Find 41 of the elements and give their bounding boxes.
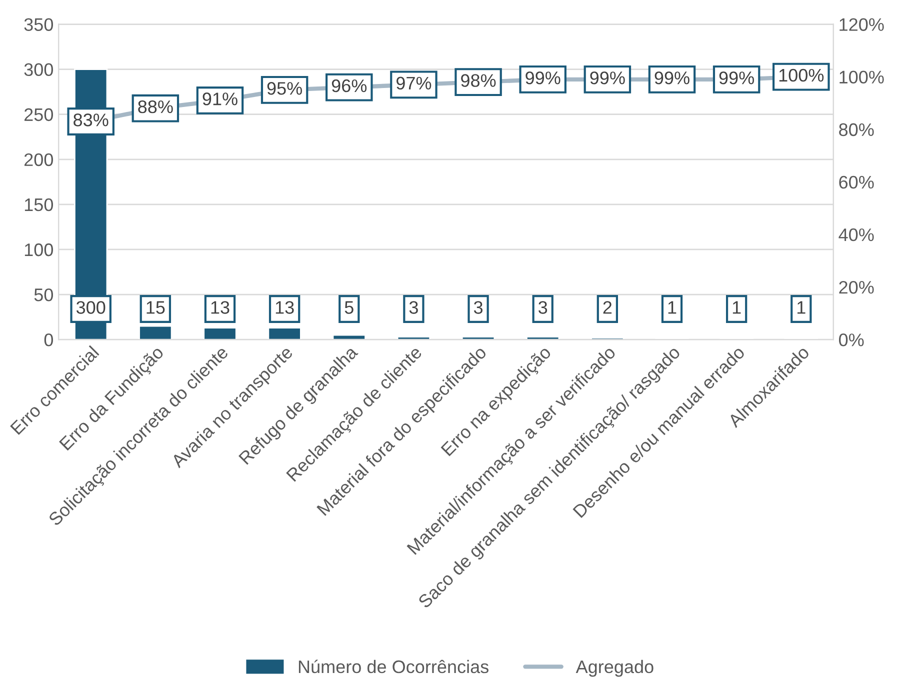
data-label: 15: [146, 301, 165, 314]
data-label: 97%: [396, 76, 432, 90]
data-label: 99%: [590, 71, 625, 84]
data-label: 91%: [202, 92, 238, 106]
data-label: 83%: [74, 114, 108, 126]
data-label: 88%: [138, 100, 173, 114]
y-tick-label: 250: [24, 108, 53, 122]
y2-tick-label: 100%: [840, 70, 884, 84]
data-label: 5: [344, 301, 354, 314]
y-tick-label: 50: [34, 288, 53, 302]
data-label: 13: [276, 301, 294, 314]
data-label: 1: [668, 301, 676, 314]
data-label: 99%: [719, 71, 754, 84]
data-label: 96%: [332, 79, 367, 92]
y-tick-label: 350: [24, 18, 53, 31]
data-label: 1: [797, 301, 806, 314]
data-label: 98%: [461, 74, 496, 87]
data-label: 3: [474, 301, 483, 314]
y-tick-label: 150: [24, 198, 53, 212]
y2-tick-label: 20%: [839, 280, 874, 294]
data-label: 100%: [779, 68, 824, 82]
data-label: 300: [76, 301, 106, 314]
legend-label: Agregado: [576, 660, 654, 677]
y2-tick-label: 60%: [839, 176, 874, 189]
y2-tick-label: 120%: [840, 18, 884, 31]
data-label: 2: [603, 301, 612, 314]
y-tick-label: 0: [44, 334, 53, 346]
legend-label: Número de Ocorrências: [298, 660, 488, 674]
y-tick-label: 300: [24, 63, 53, 76]
data-label: 95%: [267, 82, 302, 95]
y2-tick-label: 0%: [838, 334, 864, 346]
data-label: 1: [732, 301, 741, 314]
data-label: 13: [211, 301, 230, 314]
y-tick-label: 100: [24, 243, 53, 256]
y2-tick-label: 80%: [839, 123, 874, 136]
data-label: 99%: [526, 71, 560, 84]
y2-tick-label: 40%: [838, 228, 874, 242]
data-label: 99%: [654, 71, 690, 84]
y-tick-label: 200: [24, 153, 53, 166]
data-label: 3: [538, 301, 548, 314]
data-label: 3: [409, 301, 418, 314]
